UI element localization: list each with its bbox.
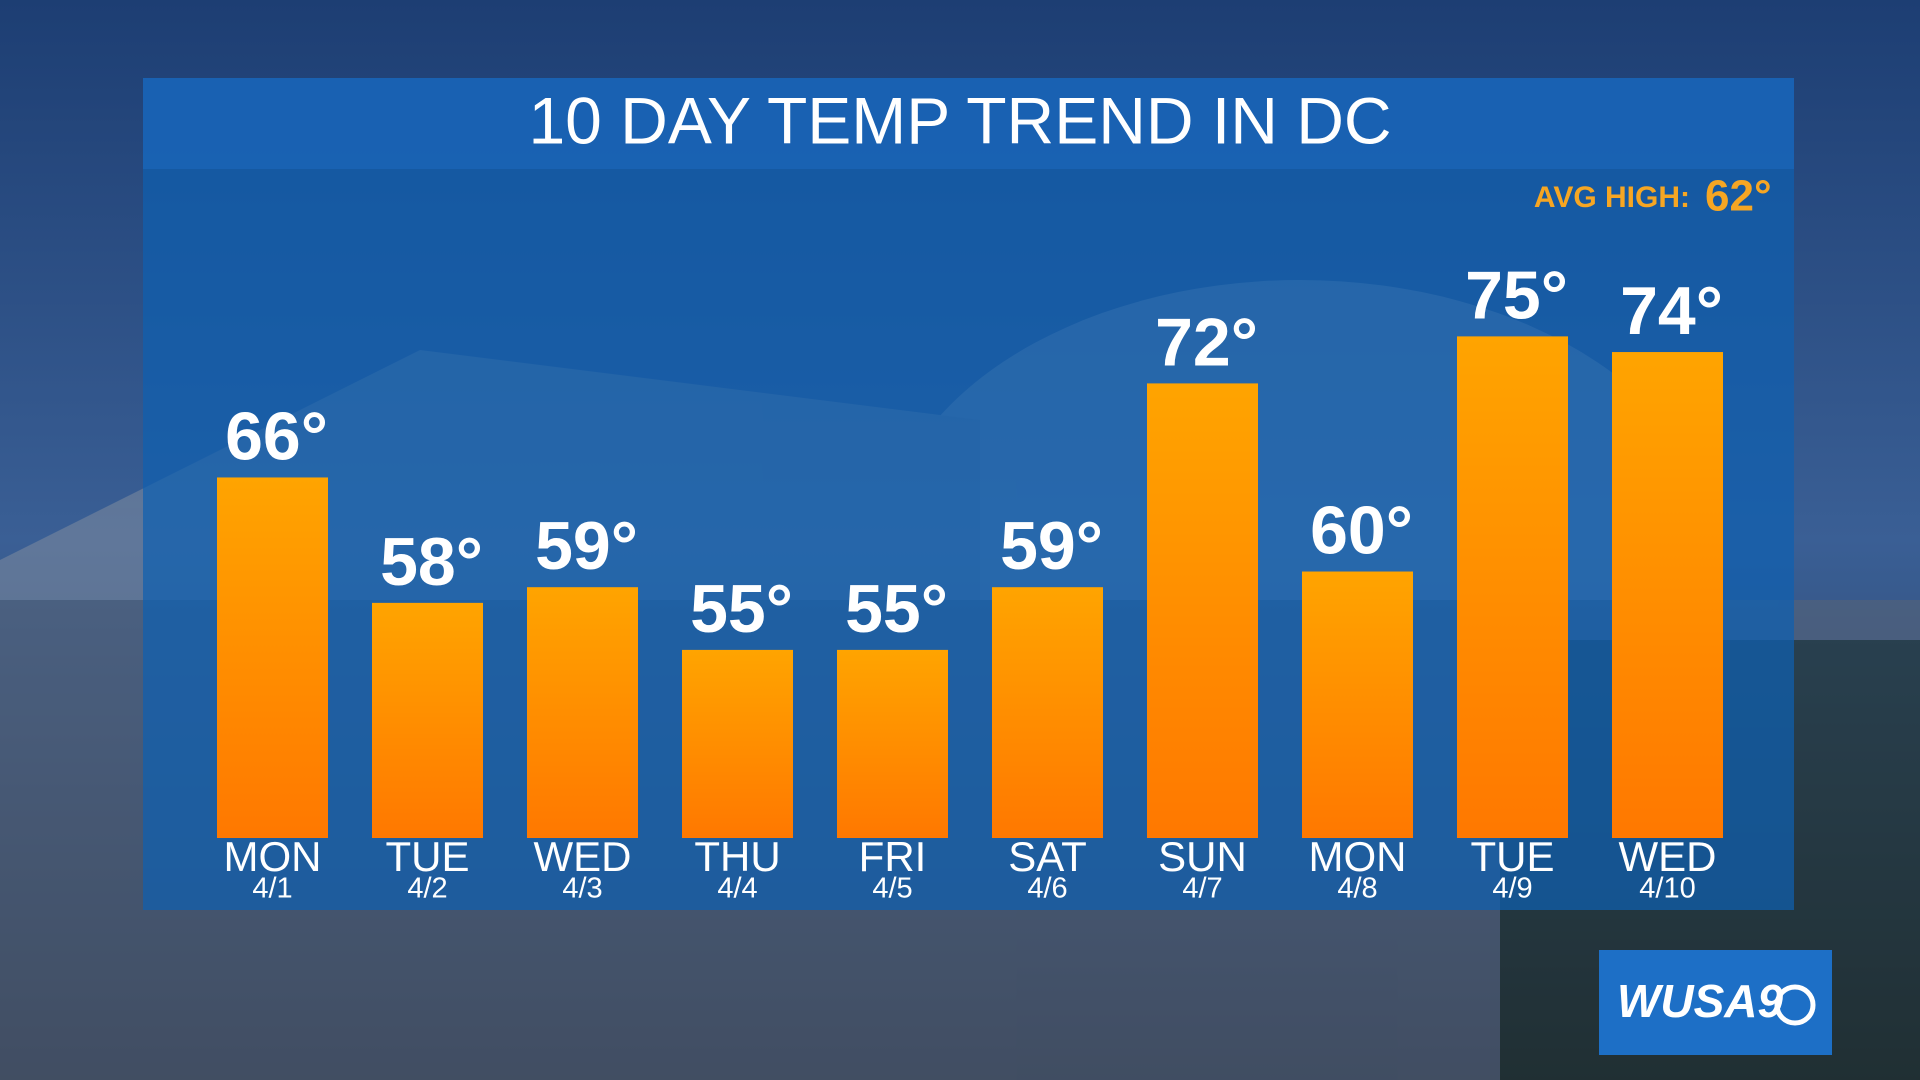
day-label: THU [694,833,780,880]
bar [527,587,638,838]
day-label: TUE [1471,833,1555,880]
date-label: 4/2 [407,873,447,905]
date-label: 4/1 [252,873,292,905]
value-label: 55° [845,571,948,647]
date-label: 4/3 [562,873,602,905]
bar [1612,352,1723,838]
day-label: FRI [859,833,927,880]
day-label: MON [1309,833,1407,880]
day-label: SAT [1008,833,1087,880]
bar [1302,571,1413,838]
avg-high-value: 62° [1705,172,1772,221]
date-label: 4/5 [872,873,912,905]
bar [837,649,948,838]
logo-eye [1774,984,1816,1026]
bar [217,477,328,838]
logo: WUSA9 [1617,975,1784,1027]
value-label: 72° [1155,304,1258,380]
date-label: 4/7 [1182,873,1222,905]
day-label: TUE [386,833,470,880]
value-label: 66° [225,398,328,474]
value-label: 59° [535,508,638,584]
value-label: 59° [1000,508,1103,584]
value-label: 55° [690,571,793,647]
date-label: 4/8 [1337,873,1377,905]
day-label: MON [224,833,322,880]
value-label: 74° [1620,273,1723,349]
date-label: 4/6 [1027,873,1067,905]
avg-high-label: AVG HIGH: [1534,181,1690,214]
bar [372,602,483,838]
value-label: 75° [1465,257,1568,333]
day-label: SUN [1158,833,1247,880]
day-label: WED [1619,833,1717,880]
value-label: 58° [380,524,483,600]
day-label: WED [534,833,632,880]
bar [682,649,793,838]
logo-box [1599,950,1832,1055]
value-label: 60° [1310,492,1413,568]
date-label: 4/9 [1492,873,1532,905]
bar [1457,336,1568,838]
date-label: 4/10 [1639,873,1695,905]
bar [1147,383,1258,838]
bar [992,587,1103,838]
chart-title: 10 DAY TEMP TREND IN DC [528,83,1391,157]
title-band [143,78,1794,169]
date-label: 4/4 [717,873,757,905]
